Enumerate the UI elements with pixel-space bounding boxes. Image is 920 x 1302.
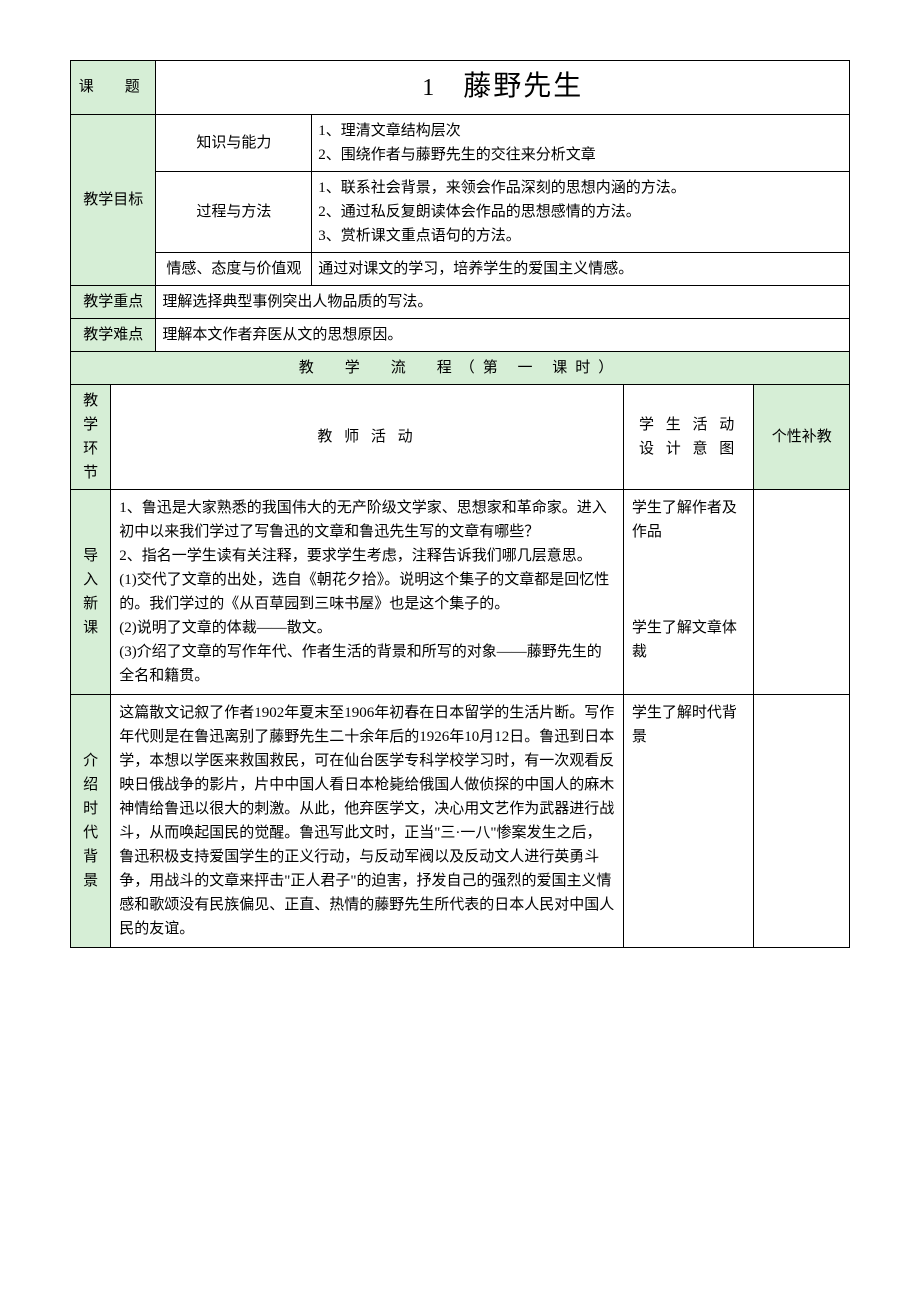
objective-content-0: 1、理清文章结构层次 2、围绕作者与藤野先生的交往来分析文章: [312, 114, 850, 171]
title-label: 课 题: [79, 79, 148, 95]
flow-teacher-1: 这篇散文记叙了作者1902年夏末至1906年初春在日本留学的生活片断。写作年代则…: [111, 694, 624, 947]
objective-content-1: 1、联系社会背景，来领会作品深刻的思想内涵的方法。 2、通过私反复朗读体会作品的…: [312, 171, 850, 252]
col-stage: 教学 环节: [71, 384, 111, 489]
flow-stage-1: 介绍 时代 背景: [71, 694, 111, 947]
col-teacher: 教 师 活 动: [111, 384, 624, 489]
difficulty-content: 理解本文作者弃医从文的思想原因。: [156, 318, 850, 351]
objective-content-2: 通过对课文的学习，培养学生的爱国主义情感。: [312, 252, 850, 285]
objective-aspect-2: 情感、态度与价值观: [156, 252, 312, 285]
objective-aspect-0: 知识与能力: [156, 114, 312, 171]
title-label-cell: 课 题: [71, 61, 156, 115]
difficulty-label-cell: 教学难点: [71, 318, 156, 351]
flow-teacher-0: 1、鲁迅是大家熟悉的我国伟大的无产阶级文学家、思想家和革命家。进入初中以来我们学…: [111, 489, 624, 694]
lesson-plan-table: 课 题 1 藤野先生 教学目标 知识与能力 1、理清文章结构层次 2、围绕作者与…: [70, 60, 850, 948]
keypoint-label: 教学重点: [83, 294, 143, 310]
objective-aspect-1: 过程与方法: [156, 171, 312, 252]
flow-notes-1: [754, 694, 850, 947]
flow-notes-0: [754, 489, 850, 694]
difficulty-label: 教学难点: [83, 327, 143, 343]
objectives-label-cell: 教学目标: [71, 114, 156, 285]
keypoint-label-cell: 教学重点: [71, 285, 156, 318]
col-notes: 个性补教: [754, 384, 850, 489]
title-cell: 1 藤野先生: [156, 61, 850, 115]
keypoint-content: 理解选择典型事例突出人物品质的写法。: [156, 285, 850, 318]
title-number: 1: [422, 75, 436, 101]
objectives-label: 教学目标: [83, 192, 143, 208]
title-text: 藤野先生: [463, 71, 583, 102]
flow-header: 教 学 流 程（第 一 课时）: [71, 351, 850, 384]
flow-student-1: 学生了解时代背景: [623, 694, 754, 947]
flow-stage-0: 导入 新课: [71, 489, 111, 694]
flow-student-0: 学生了解作者及作品 学生了解文章体裁: [623, 489, 754, 694]
col-student: 学 生 活 动 设 计 意 图: [623, 384, 754, 489]
